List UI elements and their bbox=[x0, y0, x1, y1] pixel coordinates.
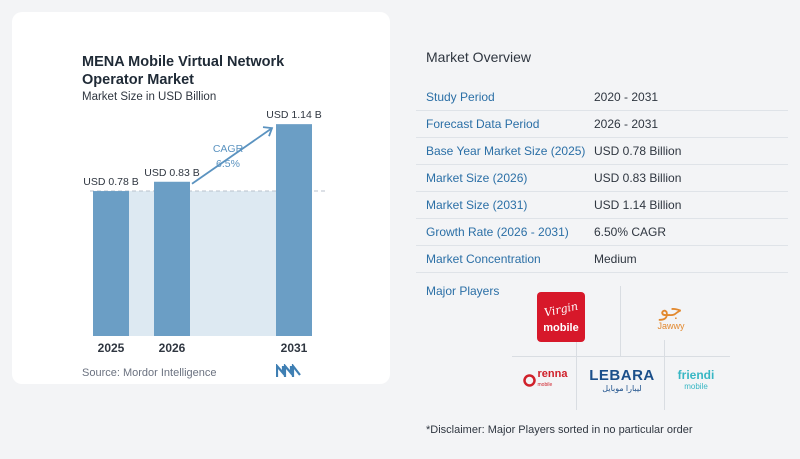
renna-sub: mobile bbox=[537, 382, 553, 388]
row-value: USD 1.14 Billion bbox=[594, 198, 682, 212]
x-tick-2025: 2025 bbox=[98, 341, 125, 355]
renna-mobile-logo: renna mobile bbox=[518, 368, 572, 392]
market-overview-table: Study Period 2020 - 2031 Forecast Data Pe… bbox=[416, 84, 788, 273]
players-divider-horizontal bbox=[512, 356, 730, 357]
jawwy-word: Jawwy bbox=[657, 321, 685, 331]
table-row: Growth Rate (2026 - 2031) 6.50% CAGR bbox=[416, 219, 788, 246]
row-label: Base Year Market Size (2025) bbox=[426, 144, 586, 158]
data-label-2025: USD 0.78 B bbox=[83, 176, 138, 188]
row-value: Medium bbox=[594, 252, 637, 266]
row-value: 2020 - 2031 bbox=[594, 90, 659, 104]
source-text: Source: Mordor Intelligence bbox=[82, 367, 217, 379]
renna-word: renna bbox=[537, 368, 568, 380]
market-overview-title: Market Overview bbox=[426, 49, 532, 65]
lebara-logo: LEBARA ليبارا موبايل bbox=[586, 364, 658, 396]
players-divider-vertical-left bbox=[576, 340, 577, 410]
jawwy-glyph: جو bbox=[659, 299, 683, 321]
mordor-logo-icon bbox=[276, 364, 301, 377]
table-row: Forecast Data Period 2026 - 2031 bbox=[416, 111, 788, 138]
friendi-word: friendi bbox=[677, 368, 715, 382]
row-value: USD 0.78 Billion bbox=[594, 144, 682, 158]
bar-2026 bbox=[154, 181, 190, 336]
table-row: Market Size (2026) USD 0.83 Billion bbox=[416, 165, 788, 192]
virgin-script: Virgin bbox=[542, 299, 580, 319]
data-label-2026: USD 0.83 B bbox=[144, 167, 199, 179]
lebara-word: LEBARA bbox=[589, 367, 655, 384]
row-label: Growth Rate (2026 - 2031) bbox=[426, 225, 569, 239]
data-label-2031: USD 1.14 B bbox=[266, 109, 321, 121]
bar-2031 bbox=[276, 124, 312, 337]
table-row: Base Year Market Size (2025) USD 0.78 Bil… bbox=[416, 138, 788, 165]
bar-chart: USD 0.78 B USD 0.83 B USD 1.14 B 2025 2026 2… bbox=[83, 109, 328, 355]
x-tick-2031: 2031 bbox=[281, 341, 308, 355]
row-label: Market Size (2031) bbox=[426, 198, 528, 212]
cagr-label: CAGR bbox=[213, 143, 244, 155]
disclaimer-text: *Disclaimer: Major Players sorted in no … bbox=[426, 424, 693, 436]
virgin-mobile-logo: Virgin mobile bbox=[537, 292, 585, 342]
friendi-mobile-logo: friendi mobile bbox=[670, 366, 722, 394]
chart-subtitle: Market Size in USD Billion bbox=[82, 91, 217, 103]
row-label: Market Size (2026) bbox=[426, 171, 528, 185]
x-tick-2026: 2026 bbox=[159, 341, 186, 355]
virgin-word: mobile bbox=[543, 321, 579, 334]
cagr-arrow bbox=[191, 127, 273, 185]
renna-ring-icon bbox=[522, 373, 536, 387]
bar-2025 bbox=[93, 191, 129, 336]
table-row: Market Size (2031) USD 1.14 Billion bbox=[416, 192, 788, 219]
row-value: 6.50% CAGR bbox=[594, 225, 667, 239]
cagr-value: 6.5% bbox=[216, 158, 240, 170]
friendi-sub: mobile bbox=[684, 382, 708, 391]
table-row: Market Concentration Medium bbox=[416, 246, 788, 273]
growth-band bbox=[129, 191, 276, 336]
cagr-arrow-head bbox=[262, 126, 274, 137]
major-players-title: Major Players bbox=[426, 284, 500, 298]
row-value: USD 0.83 Billion bbox=[594, 171, 682, 185]
row-label: Forecast Data Period bbox=[426, 117, 540, 131]
row-label: Study Period bbox=[426, 90, 495, 104]
row-value: 2026 - 2031 bbox=[594, 117, 659, 131]
table-row: Study Period 2020 - 2031 bbox=[416, 84, 788, 111]
row-label: Market Concentration bbox=[426, 252, 541, 266]
players-divider-vertical-right bbox=[664, 340, 665, 410]
chart-title: MENA Mobile Virtual Network Operator Mar… bbox=[82, 54, 285, 88]
jawwy-logo: جو Jawwy bbox=[646, 292, 696, 338]
lebara-arabic: ليبارا موبايل bbox=[602, 384, 642, 393]
players-divider-vertical-top bbox=[620, 286, 621, 356]
